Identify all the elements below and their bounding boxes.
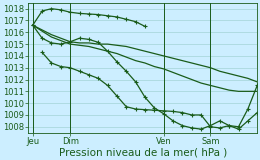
X-axis label: Pression niveau de la mer( hPa ): Pression niveau de la mer( hPa )	[58, 147, 227, 157]
